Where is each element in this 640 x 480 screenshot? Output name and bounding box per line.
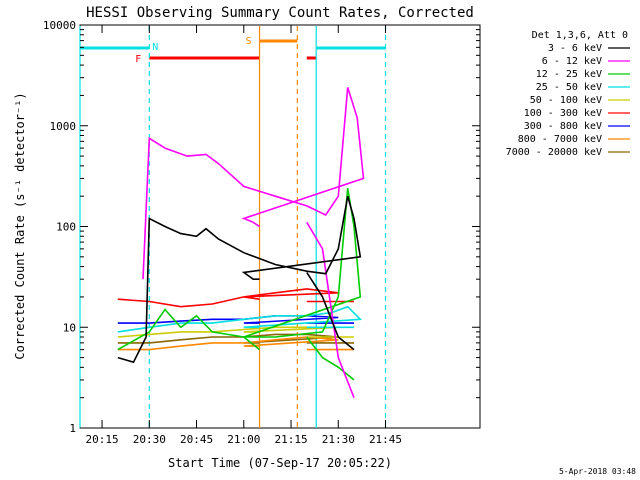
series-line: [117, 288, 339, 308]
x-tick-label: 21:00: [227, 433, 260, 446]
flag-bars: NF S: [80, 36, 386, 65]
y-tick-label: 1000: [50, 120, 77, 133]
flag-label-S: S: [246, 36, 252, 47]
series-line: [117, 195, 362, 364]
x-tick-label: 20:30: [133, 433, 166, 446]
y-axis-ticks: 1 10 100 1000 10000: [43, 19, 480, 435]
y-tick-label: 10: [63, 321, 76, 334]
x-tick-label: 20:45: [180, 433, 213, 446]
legend-entry-label: 25 - 50 keV: [536, 82, 602, 93]
legend-entry-label: 800 - 7000 keV: [518, 134, 602, 145]
series-line: [142, 87, 365, 280]
series-line: [117, 336, 339, 351]
legend-entry-label: 7000 - 20000 keV: [506, 147, 602, 158]
series-line: [306, 336, 355, 381]
x-axis-ticks: 20:15 20:30 20:45 21:00 21:15 21:30 21:45: [85, 25, 402, 446]
legend-entry-label: 50 - 100 keV: [530, 95, 602, 106]
legend: Det 1,3,6, Att 0 3 - 6 keV 6 - 12 keV 12 -…: [506, 30, 630, 158]
flag-label-N: N: [152, 42, 158, 53]
legend-entry-label: 6 - 12 keV: [542, 56, 602, 67]
y-tick-label: 10000: [43, 19, 76, 32]
y-axis-label: Corrected Count Rate (s⁻¹ detector⁻¹): [13, 92, 27, 359]
series-lines: [117, 87, 365, 398]
y-tick-label: 1: [69, 422, 76, 435]
x-axis-label: Start Time (07-Sep-17 20:05:22): [168, 456, 392, 470]
series-line: [117, 326, 339, 338]
legend-entry-label: 300 - 800 keV: [524, 121, 602, 132]
series-line: [117, 305, 363, 333]
series-line: [117, 333, 339, 344]
x-tick-label: 21:15: [274, 433, 307, 446]
series-line: [117, 188, 362, 351]
footer-date: 5-Apr-2018 03:48: [559, 467, 636, 476]
x-tick-label: 21:30: [322, 433, 355, 446]
x-tick-label: 21:45: [369, 433, 402, 446]
flag-label-F: F: [135, 54, 141, 65]
series-line: [306, 271, 355, 351]
plot-frame: [79, 24, 481, 429]
y-tick-label: 100: [56, 221, 76, 234]
legend-entry-label: 100 - 300 keV: [524, 108, 602, 119]
series-line: [306, 221, 355, 398]
legend-entry-label: 3 - 6 keV: [548, 43, 602, 54]
legend-entry-label: 12 - 25 keV: [536, 69, 602, 80]
x-tick-label: 20:15: [85, 433, 118, 446]
chart-title: HESSI Observing Summary Count Rates, Cor…: [86, 5, 474, 21]
legend-title: Det 1,3,6, Att 0: [532, 30, 628, 41]
